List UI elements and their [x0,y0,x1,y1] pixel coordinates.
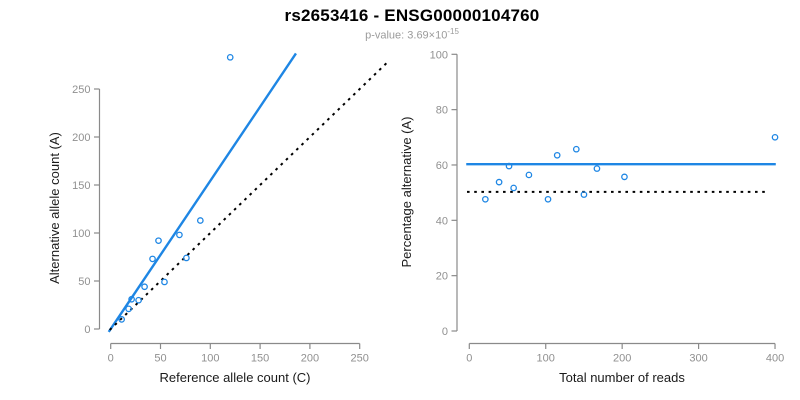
y-tick-label: 100 [430,49,448,61]
data-point [544,195,552,203]
data-point [525,171,533,179]
identity-line [109,61,389,331]
data-point [141,283,148,291]
data-point [128,295,135,303]
y-tick-label: 100 [72,228,90,240]
data-point [553,151,561,159]
y-axis-label: Alternative allele count (A) [47,132,62,284]
y-tick-label: 250 [72,84,90,96]
x-axis-label: Total number of reads [559,370,685,385]
y-tick-label: 0 [84,324,90,336]
y-tick-label: 150 [72,180,90,192]
data-point [155,237,162,245]
fit-line [107,52,297,333]
figure-subtitle: p-value: 3.69×10-15 [12,27,800,42]
data-point [176,231,183,239]
data-point [771,133,779,141]
data-point [196,217,204,224]
x-tick-label: 150 [251,353,269,365]
data-point [572,145,580,153]
figure-title: rs2653416 - ENSG00000104760 [284,6,540,25]
y-tick-label: 60 [436,160,448,172]
data-point [621,173,628,181]
data-point [510,184,517,192]
data-point [482,195,489,203]
data-point [505,162,513,170]
y-tick-label: 20 [436,271,448,283]
pvalue-exponent: -15 [447,27,459,36]
y-tick-label: 80 [436,105,448,117]
x-tick-label: 400 [766,353,784,365]
y-axis-label: Percentage alternative (A) [399,116,414,267]
data-point [161,278,168,286]
data-point [125,305,132,313]
data-point [118,316,126,323]
data-point [135,296,142,304]
x-axis-label: Reference allele count (C) [159,370,310,385]
x-tick-label: 0 [466,353,472,365]
x-tick-label: 200 [301,353,319,365]
data-point [149,255,156,263]
x-tick-label: 100 [537,353,555,365]
x-tick-label: 300 [689,353,707,365]
data-point [580,191,588,198]
y-tick-label: 40 [436,215,448,227]
y-tick-label: 0 [442,326,448,338]
pvalue-text: p-value: 3.69×10 [365,29,448,42]
y-tick-label: 200 [72,132,90,144]
data-point [226,53,234,61]
data-point [495,178,503,186]
x-tick-label: 0 [108,353,114,365]
x-tick-label: 250 [351,353,369,365]
x-tick-label: 100 [201,353,219,365]
data-point [183,254,190,262]
y-tick-label: 50 [78,276,90,288]
x-tick-label: 50 [154,353,166,365]
data-point [593,165,601,172]
x-tick-label: 200 [613,353,631,365]
